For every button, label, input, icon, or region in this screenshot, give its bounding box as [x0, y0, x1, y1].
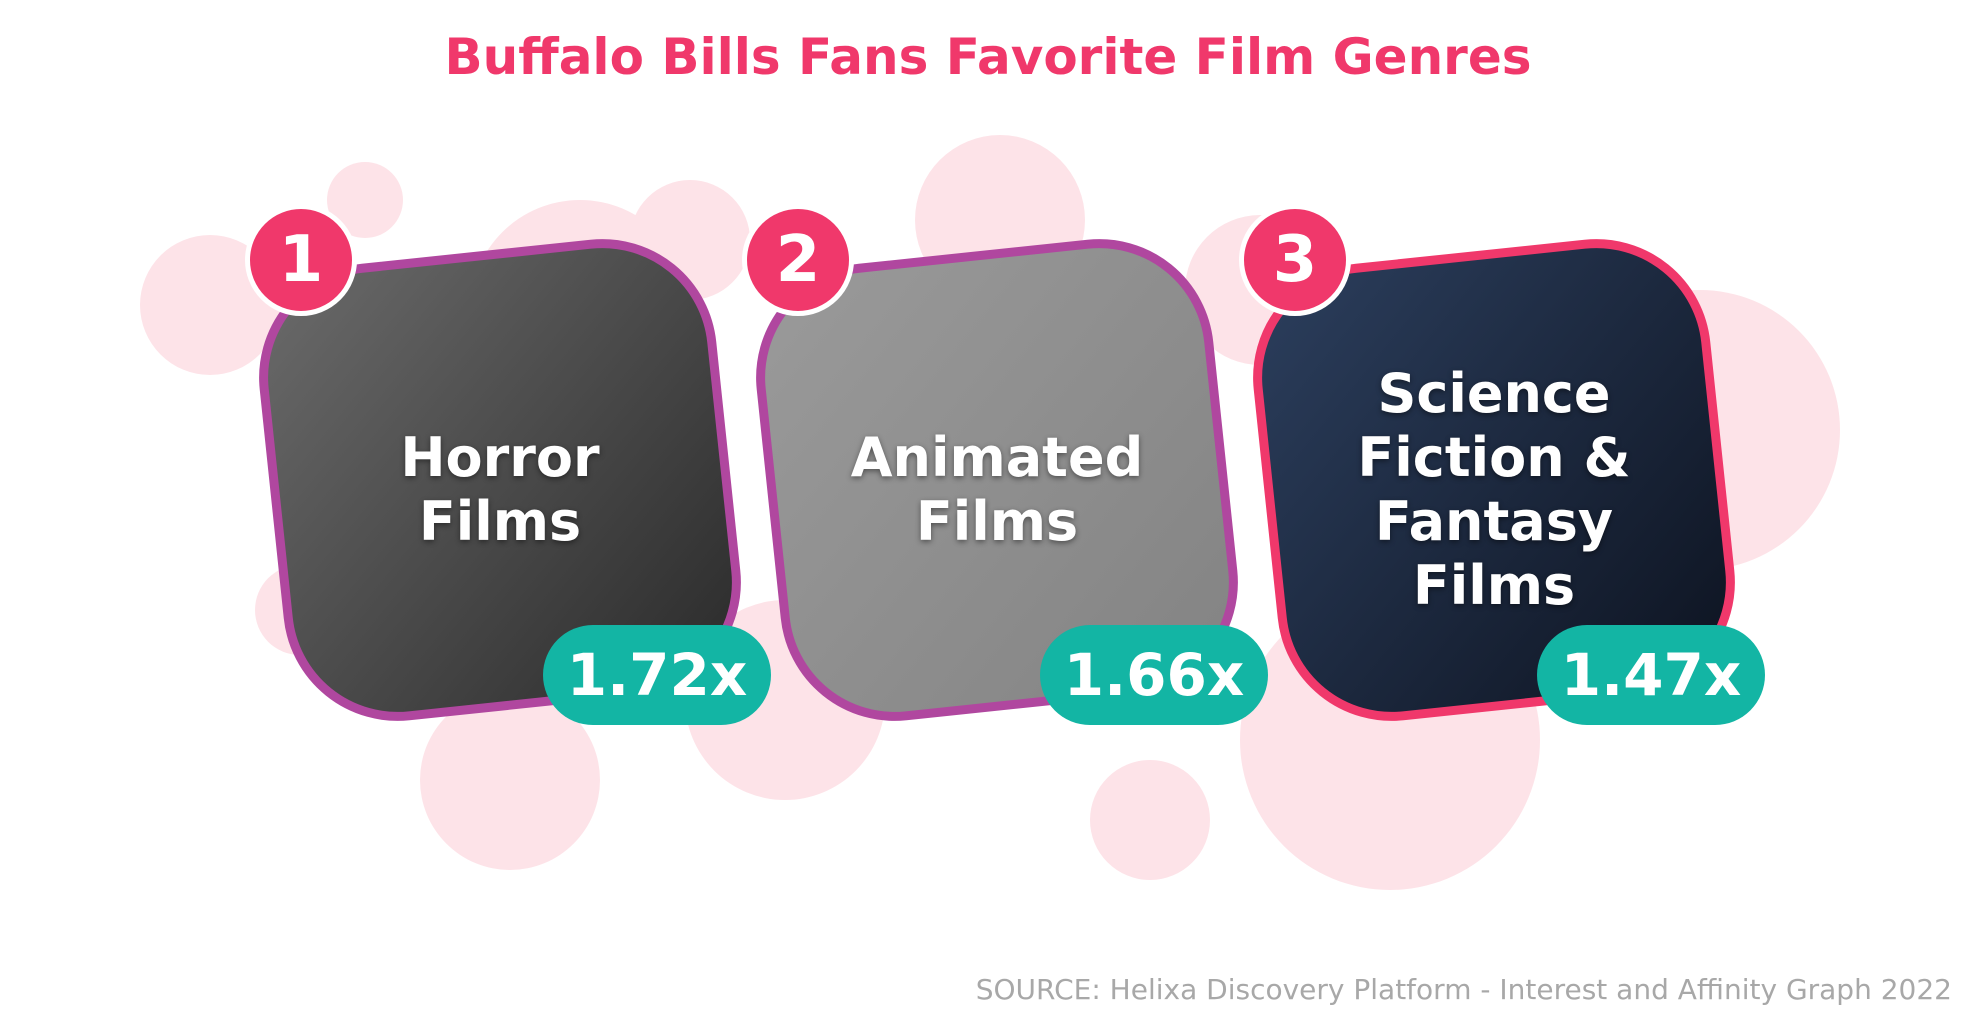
rank-badge: 3	[1239, 204, 1351, 316]
rank-badge: 1	[245, 204, 357, 316]
rank-badge: 2	[742, 204, 854, 316]
title: Buffalo Bills Fans Favorite Film Genres	[444, 28, 1532, 86]
affinity-value: 1.66x	[1040, 625, 1268, 725]
genre-label: Horror Films	[400, 426, 600, 553]
genre-label: Science Fiction & Fantasy Films	[1357, 362, 1631, 617]
card	[1253, 239, 1735, 721]
affinity-value: 1.47x	[1537, 625, 1765, 725]
affinity-value: 1.72x	[543, 625, 771, 725]
card	[259, 239, 741, 721]
card	[756, 239, 1238, 721]
source: SOURCE: Helixa Discovery Platform - Inte…	[975, 973, 1952, 1006]
genre-label: Animated Films	[850, 426, 1144, 553]
